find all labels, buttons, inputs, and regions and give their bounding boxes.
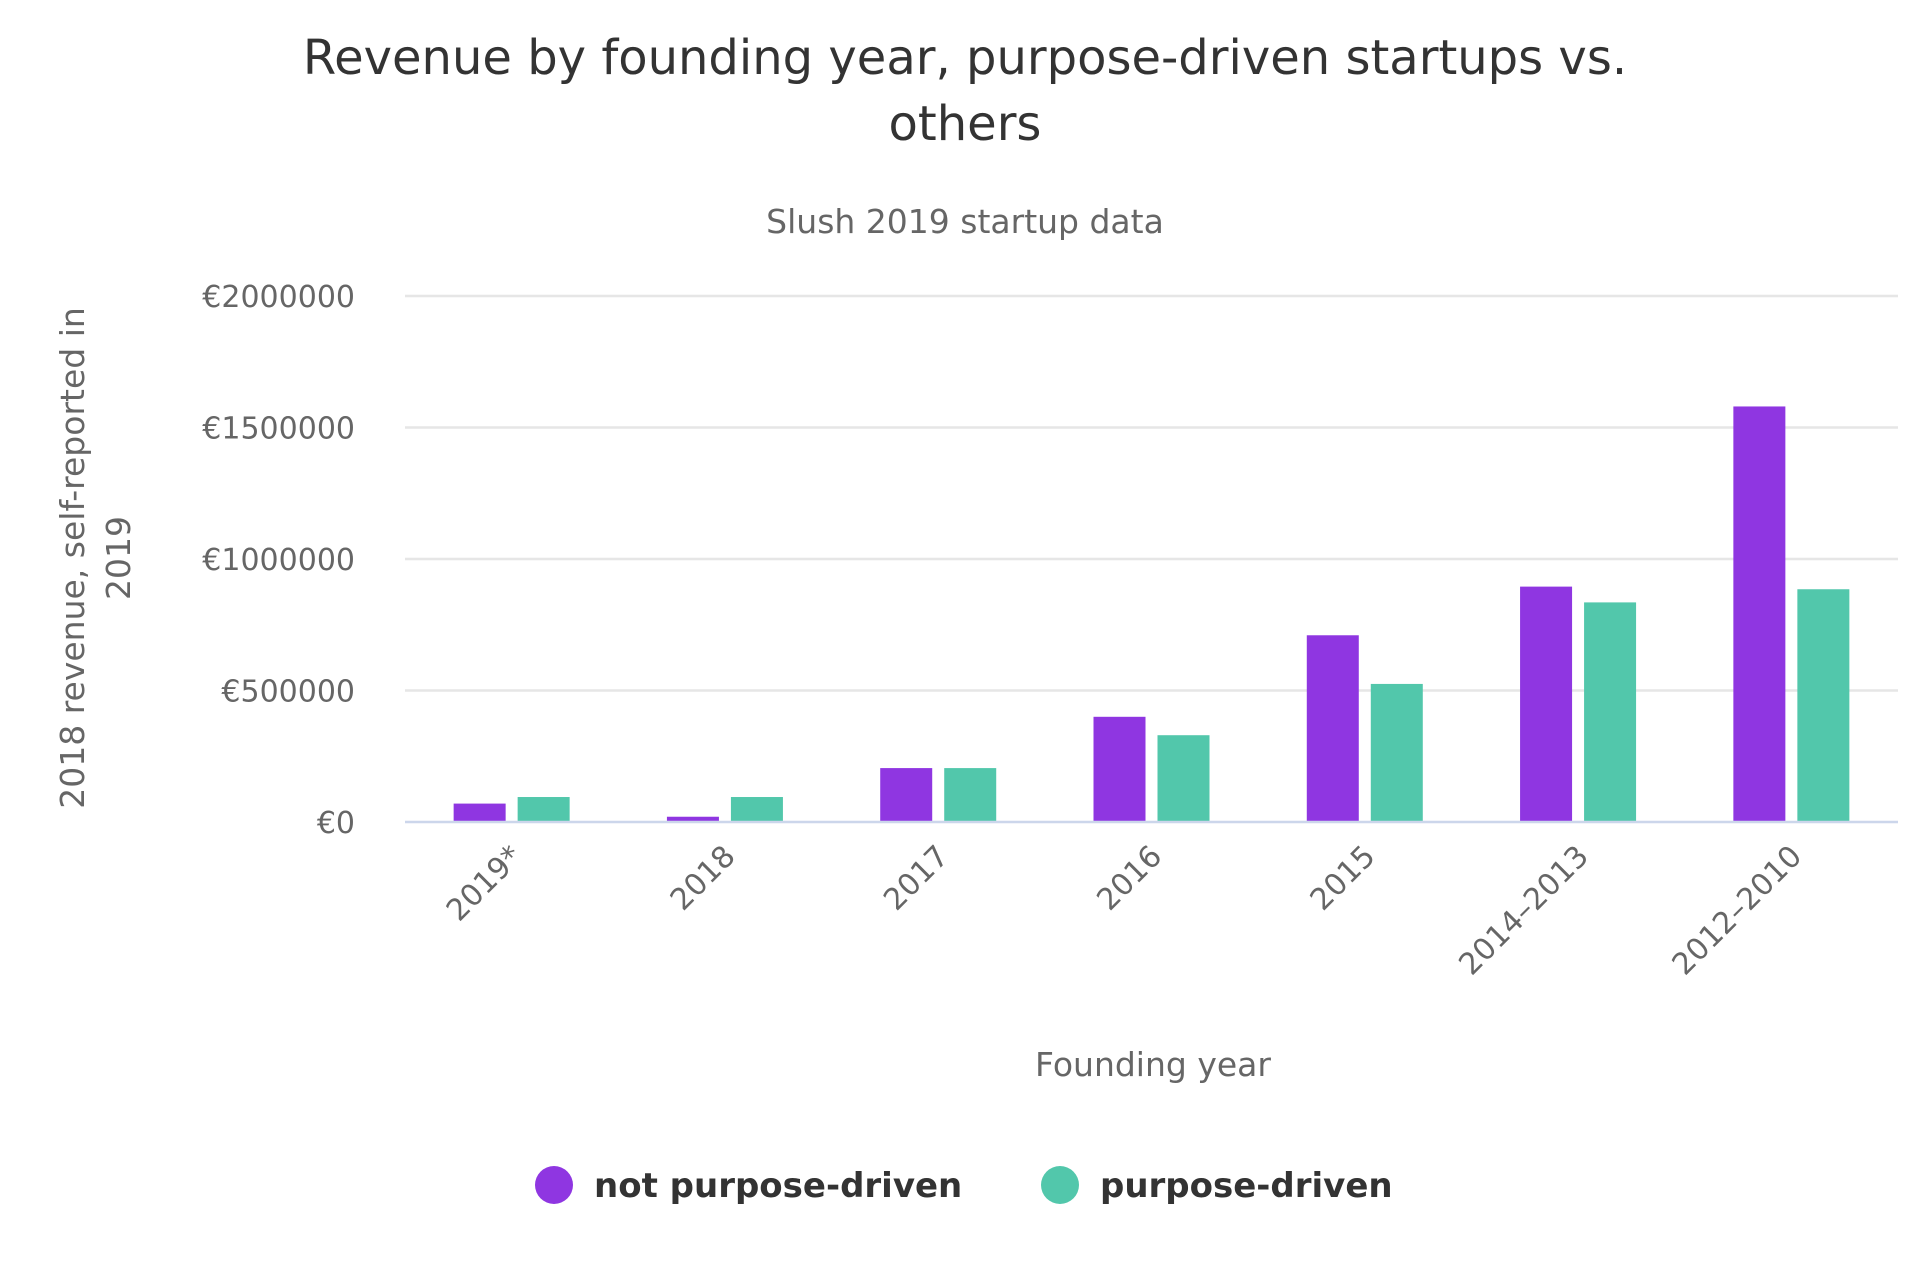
x-tick-label: 2017: [877, 839, 956, 918]
bar-purpose-driven-4: [1370, 683, 1423, 822]
y-tick-label: €2000000: [202, 280, 355, 315]
x-tick-labels: 2019* 2018 2017 2016 2015 2014–2013 2012–2010: [440, 839, 1809, 982]
y-tick-labels: €0 €500000 €1000000 €1500000 €2000000: [202, 280, 355, 841]
y-axis-title-line-2: 2019: [99, 516, 138, 600]
bar-not-purpose-driven-5: [1520, 586, 1573, 822]
x-tick-label: 2012–2010: [1666, 839, 1809, 982]
y-tick-label: €500000: [221, 675, 355, 710]
legend: not purpose-driven purpose-driven: [535, 1166, 1393, 1206]
x-tick-label: 2015: [1304, 839, 1383, 918]
y-tick-label: €1500000: [202, 412, 355, 447]
bar-not-purpose-driven-2: [880, 768, 933, 822]
bar-not-purpose-driven-6: [1733, 406, 1786, 822]
y-axis-title: 2018 revenue, self-reported in 2019: [53, 307, 138, 809]
y-tick-label: €0: [317, 806, 355, 841]
chart-title-line-2: others: [889, 96, 1042, 152]
bar-not-purpose-driven-3: [1093, 716, 1146, 822]
legend-marker-1: [1041, 1166, 1079, 1204]
y-axis-title-line-1: 2018 revenue, self-reported in: [53, 307, 92, 809]
bar-purpose-driven-1: [730, 797, 783, 822]
bar-purpose-driven-5: [1584, 602, 1637, 822]
bar-not-purpose-driven-0: [453, 803, 506, 822]
x-tick-label: 2014–2013: [1452, 839, 1595, 982]
bar-purpose-driven-2: [944, 768, 997, 822]
bar-not-purpose-driven-1: [666, 816, 719, 822]
bar-purpose-driven-6: [1797, 589, 1850, 822]
x-tick-label: 2019*: [440, 839, 529, 928]
legend-item-1[interactable]: purpose-driven: [1100, 1166, 1393, 1206]
y-tick-label: €1000000: [202, 543, 355, 578]
x-axis-title: Founding year: [1035, 1045, 1271, 1084]
chart-title-line-1: Revenue by founding year, purpose-driven…: [303, 30, 1627, 86]
x-tick-label: 2016: [1090, 839, 1169, 918]
legend-marker-0: [535, 1166, 573, 1204]
x-tick-label: 2018: [664, 839, 743, 918]
legend-item-0[interactable]: not purpose-driven: [594, 1166, 962, 1206]
bars: [453, 406, 1850, 822]
chart-subtitle: Slush 2019 startup data: [766, 202, 1164, 241]
y-gridlines: [405, 294, 1898, 692]
bar-purpose-driven-3: [1157, 735, 1210, 822]
bar-purpose-driven-0: [517, 797, 570, 822]
bar-not-purpose-driven-4: [1306, 635, 1359, 822]
